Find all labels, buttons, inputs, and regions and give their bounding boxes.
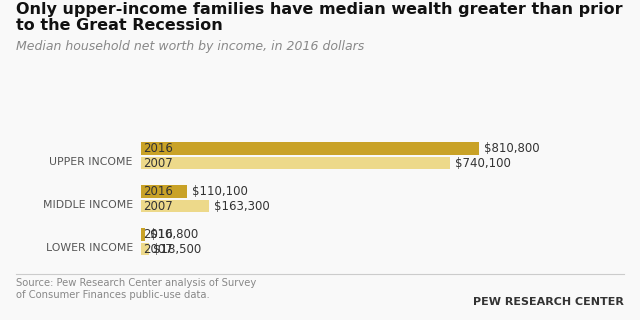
Bar — [141, 228, 145, 241]
Bar — [141, 200, 209, 212]
Text: to the Great Recession: to the Great Recession — [16, 18, 223, 33]
Text: MIDDLE INCOME: MIDDLE INCOME — [43, 200, 133, 211]
Bar — [141, 156, 450, 170]
Text: 2007: 2007 — [143, 243, 173, 256]
Text: 2016: 2016 — [143, 228, 173, 241]
Text: LOWER INCOME: LOWER INCOME — [45, 244, 133, 253]
Bar — [141, 142, 479, 155]
Text: Median household net worth by income, in 2016 dollars: Median household net worth by income, in… — [16, 40, 364, 53]
Bar — [141, 185, 187, 198]
Text: Only upper-income families have median wealth greater than prior: Only upper-income families have median w… — [16, 2, 623, 17]
Text: $10,800: $10,800 — [150, 228, 198, 241]
Text: Source: Pew Research Center analysis of Survey
of Consumer Finances public-use d: Source: Pew Research Center analysis of … — [16, 278, 256, 300]
Text: $810,800: $810,800 — [484, 142, 540, 155]
Bar — [141, 243, 148, 255]
Text: UPPER INCOME: UPPER INCOME — [49, 157, 133, 167]
Text: $163,300: $163,300 — [214, 200, 269, 212]
Text: 2007: 2007 — [143, 156, 173, 170]
Text: 2016: 2016 — [143, 185, 173, 198]
Text: PEW RESEARCH CENTER: PEW RESEARCH CENTER — [473, 297, 624, 307]
Text: $740,100: $740,100 — [454, 156, 511, 170]
Text: $18,500: $18,500 — [154, 243, 202, 256]
Text: $110,100: $110,100 — [191, 185, 248, 198]
Text: 2007: 2007 — [143, 200, 173, 212]
Text: 2016: 2016 — [143, 142, 173, 155]
